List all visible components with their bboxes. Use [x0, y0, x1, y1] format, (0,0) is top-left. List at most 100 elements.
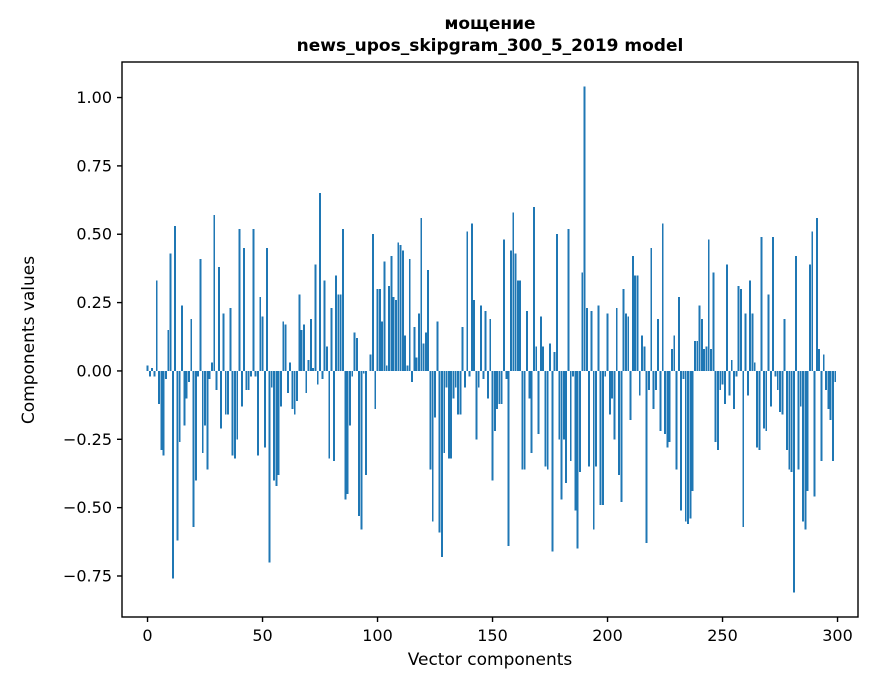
bar: [611, 370, 614, 399]
bar: [772, 236, 775, 371]
y-tick-label: −0.25: [63, 430, 112, 449]
bar: [307, 360, 310, 371]
bar: [629, 370, 632, 421]
bar: [222, 313, 225, 371]
bar: [376, 288, 379, 371]
bar: [574, 370, 577, 511]
plot-spines: [121, 61, 859, 618]
bar: [530, 370, 533, 453]
bar: [579, 370, 581, 473]
bar: [155, 280, 158, 371]
bar: [424, 332, 427, 371]
bar: [558, 370, 561, 440]
bar: [443, 370, 446, 453]
bar: [627, 316, 630, 371]
bar: [261, 316, 264, 371]
bar: [620, 370, 623, 503]
bar: [194, 370, 197, 481]
y-tick-label: −0.50: [63, 498, 112, 517]
bar: [528, 370, 531, 399]
bar: [792, 370, 795, 593]
bar: [666, 370, 669, 448]
bar: [420, 217, 423, 371]
bar: [818, 349, 821, 371]
bar: [167, 329, 170, 371]
bar: [539, 316, 542, 371]
bar: [309, 319, 312, 371]
bar: [698, 305, 701, 371]
bar: [583, 86, 586, 371]
bar: [438, 370, 441, 533]
bar: [569, 370, 572, 462]
bar: [213, 215, 216, 371]
bar: [516, 280, 519, 371]
bar: [374, 370, 377, 410]
bar: [330, 308, 333, 371]
bar: [535, 346, 538, 371]
bars-group: [146, 86, 837, 593]
bar: [668, 370, 671, 443]
bar: [659, 370, 662, 432]
bar: [765, 370, 768, 432]
bar: [473, 299, 476, 371]
bar: [723, 370, 726, 404]
bar: [349, 370, 351, 426]
bar: [514, 253, 517, 371]
bar: [188, 370, 190, 382]
bar: [556, 234, 558, 371]
bar: [664, 370, 666, 434]
bar: [631, 256, 634, 371]
bar: [148, 370, 151, 377]
bar: [549, 343, 551, 371]
bar: [700, 319, 703, 371]
bar: [192, 370, 195, 527]
bar: [355, 338, 358, 371]
bar: [730, 360, 733, 371]
bar: [335, 275, 338, 371]
bar: [326, 346, 328, 371]
bar: [546, 370, 549, 470]
bar: [243, 247, 246, 371]
bar: [799, 370, 802, 407]
bar: [158, 370, 160, 404]
bar: [498, 370, 501, 404]
bar: [369, 354, 372, 371]
bar: [461, 327, 464, 371]
bar: [519, 280, 522, 371]
bar: [263, 370, 266, 448]
bar: [185, 370, 188, 399]
bar: [388, 286, 390, 371]
bar: [767, 294, 770, 371]
bar: [500, 370, 503, 404]
bar: [717, 370, 719, 451]
bar: [484, 310, 487, 371]
bar: [487, 370, 489, 399]
bar: [342, 228, 344, 371]
bar: [832, 370, 834, 462]
bar: [687, 370, 689, 525]
bar: [795, 256, 798, 371]
bar: [604, 370, 607, 377]
bar: [224, 370, 227, 415]
ticks-group: 0 50 100 150 200 250 300 1.00 0.75 0.50 0.25 0.00 −0…: [63, 88, 853, 645]
bar: [477, 370, 480, 388]
bar: [337, 294, 340, 371]
bar: [806, 370, 809, 492]
bar: [523, 370, 526, 470]
bar: [521, 370, 524, 470]
bar: [650, 247, 653, 371]
bar: [459, 370, 462, 415]
bar: [178, 370, 181, 443]
bar: [588, 370, 591, 467]
bar: [383, 261, 386, 371]
bar: [422, 343, 425, 371]
bar: [618, 370, 620, 475]
bar: [661, 223, 664, 371]
bar: [645, 370, 648, 544]
bar: [381, 321, 384, 371]
bar: [406, 365, 409, 371]
bar: [229, 308, 232, 371]
bar: [512, 212, 515, 371]
bar: [827, 370, 830, 410]
